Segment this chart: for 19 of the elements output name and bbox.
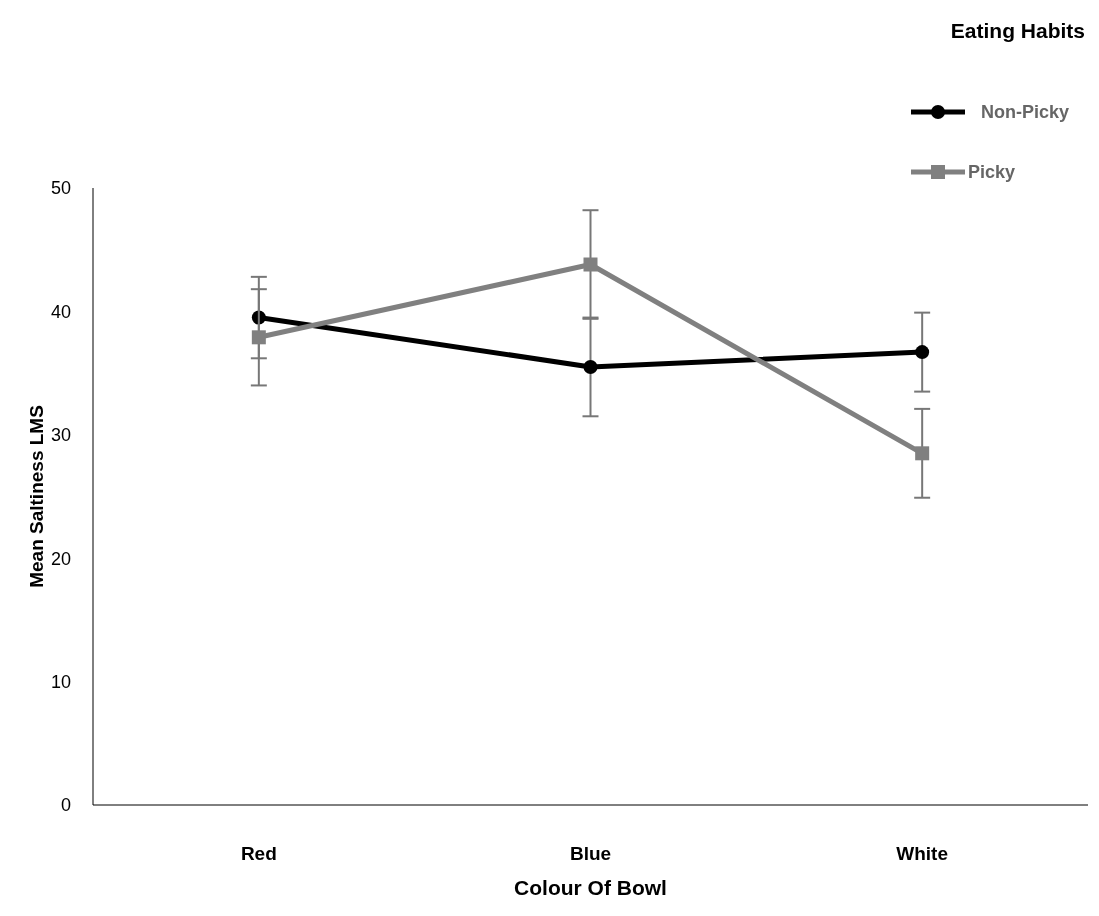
y-tick-label: 50 (50, 178, 71, 199)
y-tick-label: 10 (50, 671, 71, 692)
point (583, 359, 598, 374)
point (251, 330, 266, 345)
legend-label: Picky (968, 162, 1016, 183)
legend-title: Eating Habits (950, 19, 1085, 42)
y-axis-title: Mean Saltiness LMS (26, 405, 47, 588)
point (583, 257, 598, 272)
x-axis-title: Colour Of Bowl (514, 876, 667, 899)
x-tick-label: Blue (569, 843, 612, 864)
x-tick-label: White (896, 843, 949, 864)
y-tick-label: 40 (50, 301, 71, 322)
y-tick-label: 30 (50, 425, 71, 446)
y-tick-label: 20 (50, 548, 71, 569)
point (915, 446, 930, 461)
point (915, 345, 930, 360)
legend-label: Non-Picky (981, 102, 1070, 123)
x-tick-label: Red (240, 843, 277, 864)
y-tick-label: 0 (60, 795, 71, 816)
